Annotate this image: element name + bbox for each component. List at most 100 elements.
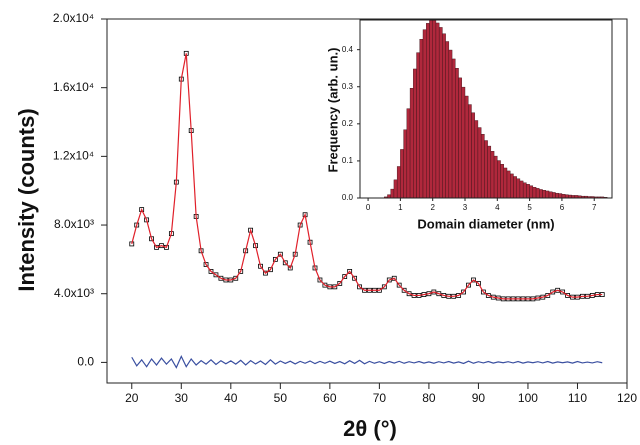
x-tick-label: 30 xyxy=(175,391,189,405)
bar xyxy=(552,192,556,199)
bar xyxy=(484,140,488,199)
data-point xyxy=(208,268,214,274)
bar xyxy=(545,190,550,199)
bar xyxy=(445,41,450,199)
bar xyxy=(426,23,430,199)
x-tick-label: 120 xyxy=(617,391,637,405)
y-tick-label: 0.1 xyxy=(342,156,354,165)
data-point xyxy=(277,251,283,257)
bar xyxy=(564,194,569,199)
data-point xyxy=(287,265,293,271)
data-line xyxy=(131,354,603,369)
y-tick-label: 8.0x10³ xyxy=(54,217,94,231)
bar xyxy=(458,77,462,199)
bar xyxy=(503,167,508,199)
data-point xyxy=(342,274,348,279)
data-point xyxy=(401,287,407,293)
bar xyxy=(558,193,563,199)
data-point xyxy=(317,277,323,283)
bar xyxy=(555,192,559,199)
plot-frame xyxy=(106,18,628,384)
data-point xyxy=(480,289,486,295)
bar xyxy=(413,68,417,199)
x-tick-label: 3 xyxy=(463,203,468,212)
plot-frame xyxy=(359,19,613,199)
bar xyxy=(532,187,537,199)
data-point xyxy=(352,275,358,281)
bar xyxy=(516,178,521,199)
data-point xyxy=(560,289,566,295)
data-point xyxy=(337,281,343,286)
y-tick-label: 2.0x10⁴ xyxy=(53,11,94,25)
data-point xyxy=(159,243,164,249)
x-tick-label: 6 xyxy=(560,203,565,212)
bar xyxy=(474,120,479,199)
bar xyxy=(526,184,530,199)
bar xyxy=(561,194,566,199)
bar xyxy=(396,166,401,199)
data-point xyxy=(233,275,239,281)
inset-x-axis-label: Domain diameter (nm) xyxy=(417,216,554,231)
y-tick-label: 0.0 xyxy=(77,355,94,369)
bar xyxy=(400,149,404,199)
bar xyxy=(455,68,459,199)
x-tick-label: 0 xyxy=(366,203,371,212)
bar xyxy=(493,155,498,199)
bar xyxy=(438,27,443,199)
data-point xyxy=(396,282,402,288)
data-point xyxy=(272,256,278,262)
y-tick-label: 1.6x10⁴ xyxy=(53,80,94,94)
data-point xyxy=(381,284,387,290)
x-tick-label: 90 xyxy=(472,391,486,405)
data-point xyxy=(386,277,392,283)
data-point xyxy=(347,268,353,274)
bar xyxy=(548,191,553,199)
bar xyxy=(471,112,475,199)
x-tick-label: 40 xyxy=(224,391,238,405)
x-tick-label: 50 xyxy=(274,391,288,405)
data-line xyxy=(131,53,603,300)
x-tick-label: 7 xyxy=(592,203,597,212)
x-axis-label: 2θ (°) xyxy=(343,416,397,441)
data-point xyxy=(391,275,397,281)
data-point xyxy=(406,291,412,297)
data-point xyxy=(322,282,328,288)
data-point xyxy=(164,244,169,250)
bar xyxy=(464,95,469,199)
data-point xyxy=(550,289,556,295)
data-point xyxy=(545,293,551,298)
data-point xyxy=(471,277,476,283)
data-point xyxy=(263,270,268,276)
bar xyxy=(393,179,398,199)
y-tick-label: 4.0x10³ xyxy=(54,286,94,300)
y-tick-label: 1.2x10⁴ xyxy=(53,149,94,163)
bar xyxy=(500,164,504,199)
bar xyxy=(477,127,482,199)
data-point xyxy=(436,291,442,297)
bar xyxy=(519,180,524,199)
bar xyxy=(451,58,456,199)
data-point xyxy=(565,293,570,298)
bar xyxy=(387,194,391,199)
y-tick-label: 0.0 xyxy=(342,193,354,202)
data-point xyxy=(203,262,209,267)
x-tick-label: 110 xyxy=(568,391,587,405)
bar xyxy=(506,170,511,199)
bar xyxy=(510,173,514,199)
bar xyxy=(468,104,472,199)
bar xyxy=(529,185,534,199)
x-tick-label: 80 xyxy=(422,391,436,405)
bar xyxy=(539,189,543,199)
bar xyxy=(435,22,440,199)
x-tick-label: 4 xyxy=(495,203,500,212)
bar xyxy=(490,151,495,199)
y-axis-label: Intensity (counts) xyxy=(14,108,39,291)
bar xyxy=(522,182,527,199)
bar xyxy=(390,188,395,199)
data-point xyxy=(485,293,491,298)
bar xyxy=(416,52,420,199)
bar xyxy=(432,20,437,199)
inset-y-axis-label: Frequency (arb. un.) xyxy=(325,48,340,173)
x-tick-label: 5 xyxy=(527,203,532,212)
data-point xyxy=(154,244,159,250)
